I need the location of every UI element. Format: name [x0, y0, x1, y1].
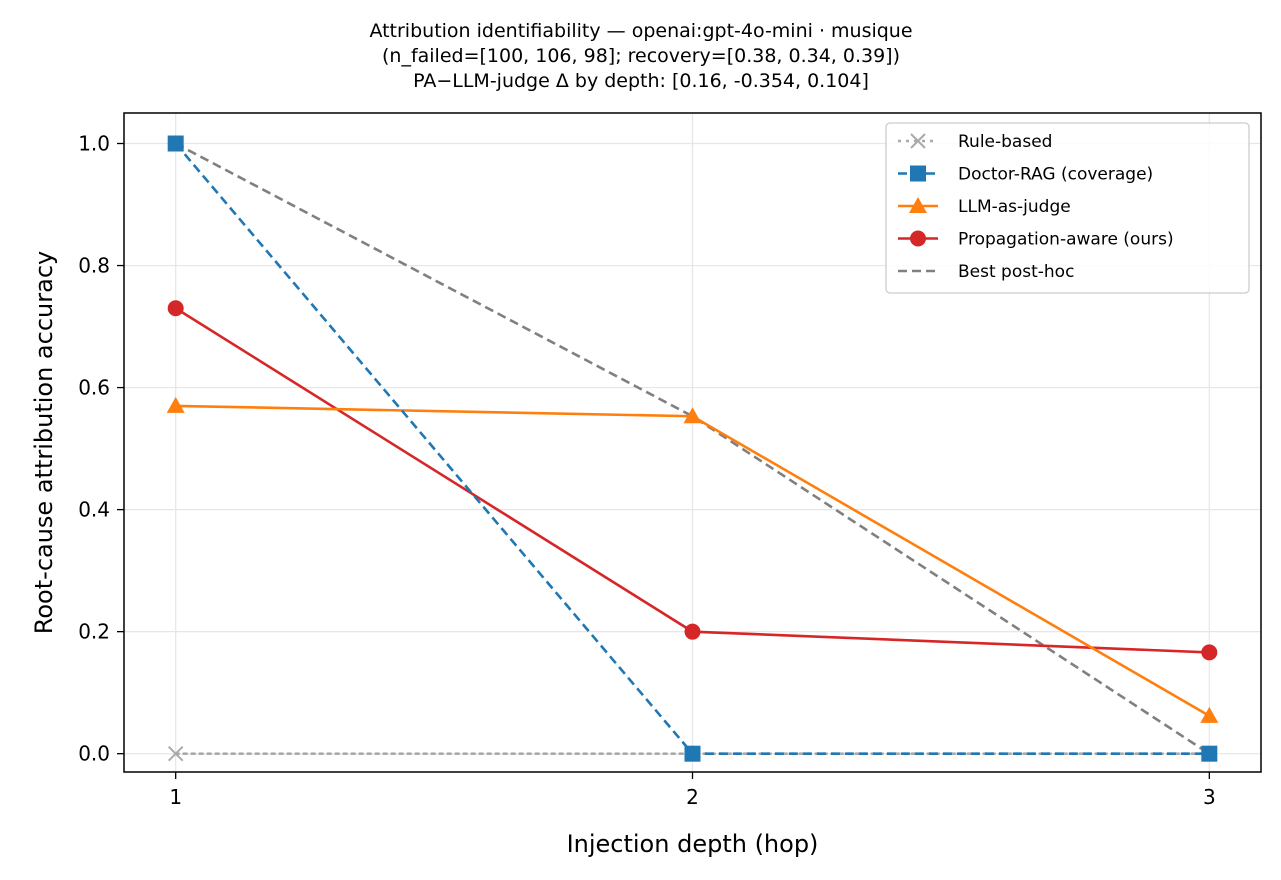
y-tick-label: 1.0 [78, 132, 110, 156]
series-line [175, 142, 1211, 755]
legend-marker [910, 165, 926, 182]
data-point [684, 623, 701, 640]
series-llm-as-judge [166, 396, 1219, 723]
series-doctor-rag-coverage [167, 135, 1218, 762]
legend-marker [909, 197, 927, 213]
legend-label: Rule-based [958, 132, 1052, 152]
data-point [167, 745, 184, 762]
y-tick-label: 0.2 [78, 620, 110, 644]
legend-label: Doctor-RAG (coverage) [958, 165, 1153, 185]
y-axis-label: Root-cause attribution accuracy [30, 251, 58, 634]
series-propagation-aware-ours [167, 300, 1218, 661]
x-axis-label: Injection depth (hop) [567, 830, 819, 858]
legend-marker [910, 133, 926, 149]
legend-entry: Doctor-RAG (coverage) [898, 165, 1153, 185]
x-tick-label: 1 [169, 785, 182, 809]
x-tick-label: 3 [1203, 785, 1216, 809]
title-line: (n_failed=[100, 106, 98]; recovery=[0.38… [382, 45, 900, 67]
data-point [167, 300, 184, 317]
series-best-post-hoc [175, 142, 1211, 755]
data-point [684, 745, 701, 762]
series-layer [166, 135, 1219, 762]
y-tick-label: 0.8 [78, 254, 110, 278]
data-point [1201, 745, 1218, 762]
legend-label: LLM-as-judge [958, 197, 1071, 217]
x-tick-label: 2 [686, 785, 699, 809]
chart-title: Attribution identifiability — openai:gpt… [369, 20, 912, 92]
data-point [167, 135, 184, 152]
legend-entry: Best post-hoc [898, 262, 1074, 282]
legend-marker [910, 230, 926, 247]
y-tick-label: 0.4 [78, 498, 110, 522]
data-point [683, 407, 702, 424]
axis-ticks: 1 2 3 0.0 0.2 0.4 0.6 0.8 1.0 [78, 132, 1215, 809]
legend-entry: Rule-based [898, 132, 1052, 152]
legend: Rule-based Doctor-RAG (coverage) LLM-as-ju… [885, 122, 1250, 294]
legend-entry: LLM-as-judge [898, 197, 1071, 217]
data-point [1201, 644, 1218, 661]
y-tick-label: 0.6 [78, 376, 110, 400]
legend-box [885, 122, 1250, 294]
y-tick-label: 0.0 [78, 742, 110, 766]
legend-label: Best post-hoc [958, 262, 1074, 282]
data-point [1200, 706, 1219, 723]
legend-label: Propagation-aware (ours) [958, 230, 1174, 250]
title-line: Attribution identifiability — openai:gpt… [369, 20, 912, 42]
legend-entry: Propagation-aware (ours) [898, 230, 1174, 250]
title-line: PA−LLM-judge Δ by depth: [0.16, -0.354, … [413, 70, 869, 92]
data-point [166, 396, 185, 413]
